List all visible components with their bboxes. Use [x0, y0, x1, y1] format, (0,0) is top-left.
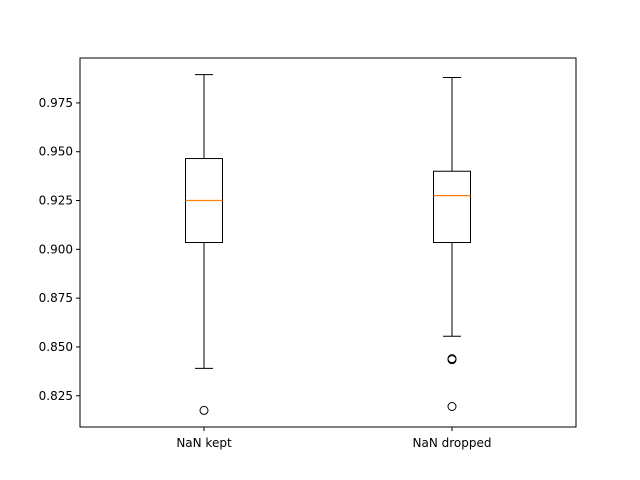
box-group-1 [185, 74, 223, 415]
y-tick-label: 0.825 [39, 389, 73, 403]
y-tick-label: 0.875 [39, 291, 73, 305]
x-tick-label: NaN dropped [413, 436, 492, 450]
box-group-2 [433, 77, 471, 411]
plot-frame [79, 57, 577, 428]
outlier-point [199, 405, 209, 415]
outlier-point [447, 402, 457, 411]
y-tick-label: 0.950 [39, 145, 73, 159]
plot-background [80, 58, 576, 427]
y-tick-label: 0.900 [39, 242, 73, 256]
outlier-point [447, 354, 457, 364]
y-tick-label: 0.925 [39, 194, 73, 208]
iqr-box [433, 170, 471, 243]
chart-marks [185, 74, 471, 415]
x-tick-label: NaN kept [176, 436, 232, 450]
y-tick-label: 0.850 [39, 340, 73, 354]
chart-axes: 0.825 0.850 0.875 0.900 0.925 0.950 0.975 NaN k… [39, 96, 492, 450]
y-tick-label: 0.975 [39, 96, 73, 110]
